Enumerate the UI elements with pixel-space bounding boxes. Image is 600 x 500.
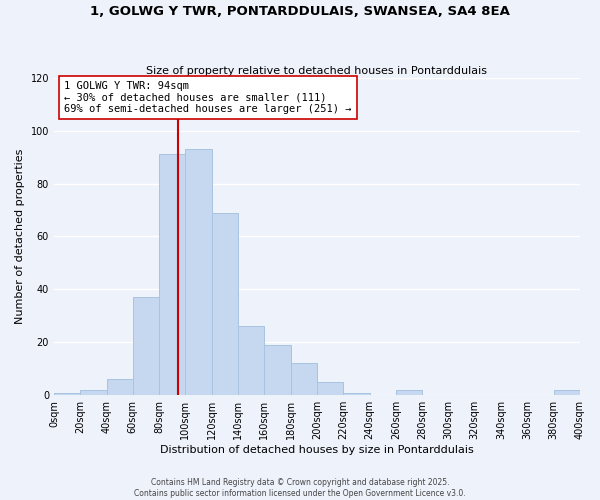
- Bar: [212, 212, 238, 395]
- Bar: [185, 149, 212, 395]
- Bar: [80, 390, 107, 395]
- Text: Contains HM Land Registry data © Crown copyright and database right 2025.
Contai: Contains HM Land Registry data © Crown c…: [134, 478, 466, 498]
- Bar: [54, 392, 80, 395]
- Title: Size of property relative to detached houses in Pontarddulais: Size of property relative to detached ho…: [146, 66, 487, 76]
- Bar: [343, 392, 370, 395]
- Text: 1, GOLWG Y TWR, PONTARDDULAIS, SWANSEA, SA4 8EA: 1, GOLWG Y TWR, PONTARDDULAIS, SWANSEA, …: [90, 5, 510, 18]
- Bar: [238, 326, 265, 395]
- Bar: [265, 345, 290, 395]
- Bar: [396, 390, 422, 395]
- Text: 1 GOLWG Y TWR: 94sqm
← 30% of detached houses are smaller (111)
69% of semi-deta: 1 GOLWG Y TWR: 94sqm ← 30% of detached h…: [64, 81, 352, 114]
- Bar: [317, 382, 343, 395]
- Bar: [107, 380, 133, 395]
- X-axis label: Distribution of detached houses by size in Pontarddulais: Distribution of detached houses by size …: [160, 445, 474, 455]
- Bar: [159, 154, 185, 395]
- Bar: [133, 298, 159, 395]
- Bar: [290, 364, 317, 395]
- Bar: [554, 390, 580, 395]
- Y-axis label: Number of detached properties: Number of detached properties: [15, 149, 25, 324]
